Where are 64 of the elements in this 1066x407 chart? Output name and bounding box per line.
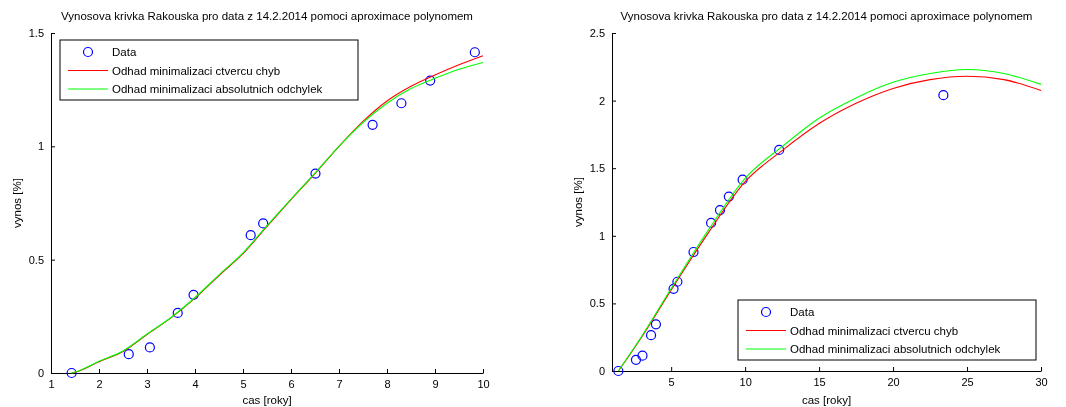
point	[367, 119, 378, 130]
y-tick-label: 2	[598, 94, 605, 107]
y-tick-label: 2.5	[589, 27, 605, 40]
point	[66, 367, 77, 379]
chart-title: Vynosova krivka Rakouska pro data z 14.2.2014 pomoci aproximace polynomem	[620, 10, 1033, 22]
point	[396, 98, 407, 109]
point	[723, 191, 734, 202]
point	[630, 354, 642, 365]
point	[672, 276, 683, 287]
point	[637, 350, 648, 361]
chart-title: Vynosova krivka Rakouska pro data z 14.2.2014 pomoci aproximace polynomem	[61, 10, 473, 22]
point	[425, 75, 436, 86]
point	[310, 168, 321, 179]
y-axis-title: vynos [%]	[572, 177, 584, 227]
y-tick-label: 1	[37, 140, 44, 153]
x-axis-title: cas [roky]	[242, 394, 292, 406]
x-tick-label: 4	[192, 377, 199, 390]
legend-label: Data	[112, 46, 137, 59]
x-tick-label: 5	[240, 377, 247, 390]
point	[706, 217, 717, 229]
point	[123, 349, 134, 360]
x-tick-label: 10	[739, 375, 752, 388]
y-tick-label: 1.5	[589, 162, 605, 175]
x-tick-label: 9	[432, 377, 439, 390]
x-axis-title: cas [roky]	[801, 394, 852, 406]
y-tick-label: 1.5	[28, 27, 44, 40]
legend-label: Odhad minimalizaci ctvercu chyb	[790, 324, 959, 337]
y-tick-label: 1	[598, 229, 605, 242]
y-tick-label: 0	[598, 365, 605, 378]
y-tick-label: 0.5	[589, 297, 605, 310]
x-tick-label: 8	[384, 377, 391, 390]
point	[188, 289, 199, 300]
x-tick-label: 5	[668, 375, 675, 388]
x-tick-label: 1	[48, 377, 55, 390]
x-tick-label: 10	[477, 377, 490, 390]
x-tick-label: 15	[813, 375, 826, 388]
point	[774, 144, 785, 156]
point	[258, 218, 269, 229]
x-tick-label: 30	[1035, 375, 1048, 388]
point	[668, 283, 679, 294]
legend-label: Data	[790, 306, 815, 319]
point	[688, 246, 699, 258]
point	[938, 90, 949, 101]
point	[613, 365, 624, 377]
point	[144, 342, 155, 353]
legend-label: Odhad minimalizaci ctvercu chyb	[112, 64, 281, 77]
y-tick-label: 0.5	[28, 253, 44, 266]
x-tick-label: 3	[144, 377, 151, 390]
y-tick-label: 0	[37, 367, 44, 380]
point	[245, 230, 256, 241]
x-tick-label: 6	[288, 377, 295, 390]
legend-label: Odhad minimalizaci absolutnich odchylek	[112, 83, 323, 96]
point	[645, 330, 657, 341]
x-tick-label: 2	[96, 377, 103, 390]
point	[737, 174, 748, 185]
point	[469, 47, 480, 58]
point	[172, 307, 183, 319]
x-tick-label: 20	[887, 375, 900, 388]
point	[650, 319, 662, 330]
y-axis-title: vynos [%]	[11, 178, 23, 228]
x-tick-label: 25	[961, 375, 974, 388]
legend-label: Odhad minimalizaci absolutnich odchylek	[790, 343, 1001, 356]
x-tick-label: 7	[336, 377, 343, 390]
point	[714, 205, 726, 216]
